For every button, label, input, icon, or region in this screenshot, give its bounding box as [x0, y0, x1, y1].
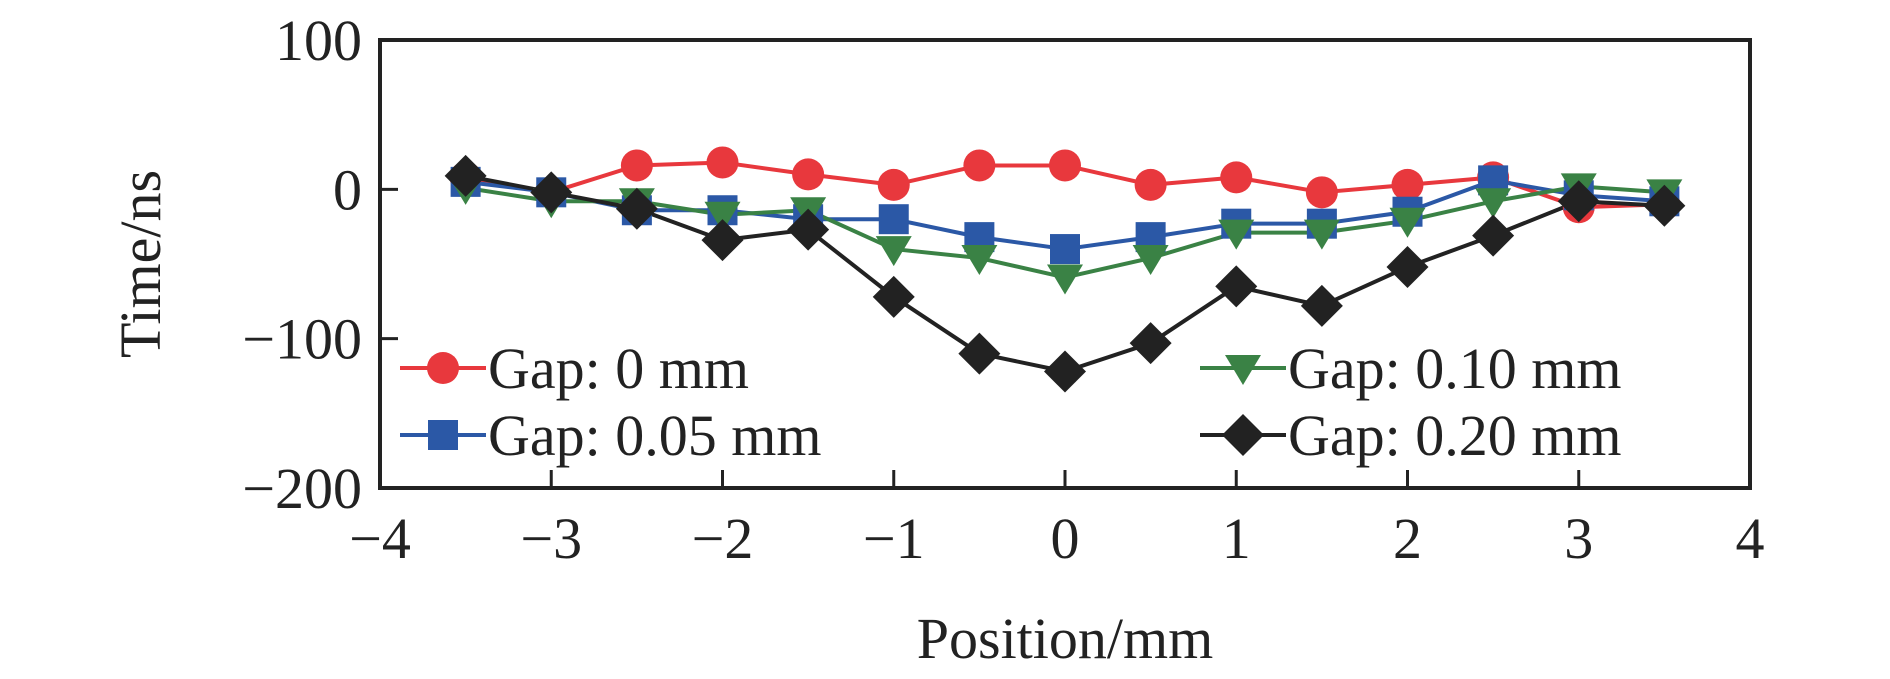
legend-entry-4: Gap: 0.20 mm	[1200, 403, 1621, 468]
data-point	[1215, 265, 1258, 308]
data-point	[1472, 214, 1515, 257]
data-point	[706, 146, 739, 179]
data-point	[444, 154, 487, 197]
data-point	[1643, 184, 1686, 227]
legend-label: Gap: 0.20 mm	[1288, 403, 1621, 468]
data-point	[1050, 234, 1080, 265]
y-tick-label: −200	[242, 456, 362, 521]
legend-entry-1: Gap: 0 mm	[400, 336, 749, 401]
legend-label: Gap: 0.05 mm	[488, 403, 821, 468]
data-point	[1044, 350, 1086, 393]
data-point	[1386, 245, 1429, 288]
series-markers-4	[444, 154, 1686, 393]
x-axis-label: Position/mm	[917, 606, 1214, 671]
data-point	[787, 208, 830, 251]
legend-label: Gap: 0 mm	[488, 336, 749, 401]
data-point	[878, 204, 909, 235]
y-tick-label: 100	[275, 8, 362, 73]
data-point	[1557, 180, 1600, 223]
legend-label: Gap: 0.10 mm	[1288, 336, 1621, 401]
data-point	[1049, 149, 1081, 182]
data-point	[1218, 219, 1255, 250]
legend-entry-3: Gap: 0.10 mm	[1200, 336, 1621, 401]
x-tick-label: 4	[1736, 506, 1765, 571]
data-point	[1134, 168, 1167, 201]
legend-marker	[1222, 414, 1264, 456]
data-point	[877, 168, 910, 201]
x-tick-label: −3	[520, 506, 582, 571]
x-tick-label: −2	[692, 506, 754, 571]
axes: −4 −3 −2 −1 0 1 2 3 4 −200 −100 0 100	[242, 8, 1764, 571]
data-point	[792, 158, 825, 191]
data-point	[530, 171, 573, 214]
x-tick-label: 1	[1222, 506, 1251, 571]
legend-marker	[428, 420, 458, 450]
data-point	[1305, 176, 1338, 209]
data-point	[1047, 264, 1083, 295]
data-point	[1300, 284, 1343, 327]
y-tick-label: 0	[333, 157, 362, 222]
x-tick-label: −1	[863, 506, 925, 571]
data-point	[701, 219, 744, 262]
data-point	[963, 149, 996, 182]
data-point	[615, 187, 658, 230]
data-point	[1220, 161, 1253, 194]
series-markers	[444, 146, 1686, 393]
data-point	[1391, 168, 1424, 201]
data-point	[1475, 188, 1512, 219]
legend-marker	[427, 352, 459, 384]
legend-entry-2: Gap: 0.05 mm	[400, 403, 821, 468]
x-tick-label: 0	[1051, 506, 1080, 571]
data-point	[875, 236, 912, 267]
data-point	[704, 201, 741, 232]
data-point	[1129, 322, 1172, 365]
x-tick-label: 2	[1393, 506, 1422, 571]
data-point	[1132, 245, 1169, 276]
data-point	[958, 332, 1001, 375]
legend-marker	[1225, 355, 1261, 385]
data-point	[620, 149, 653, 182]
y-axis-label: Time/ns	[108, 170, 173, 358]
data-point	[1389, 207, 1426, 238]
y-tick-label: −100	[242, 307, 362, 372]
x-tick-label: 3	[1564, 506, 1593, 571]
data-point	[961, 245, 998, 276]
data-point	[1303, 219, 1340, 250]
x-tick-label: −4	[349, 506, 411, 571]
data-point	[872, 275, 915, 318]
